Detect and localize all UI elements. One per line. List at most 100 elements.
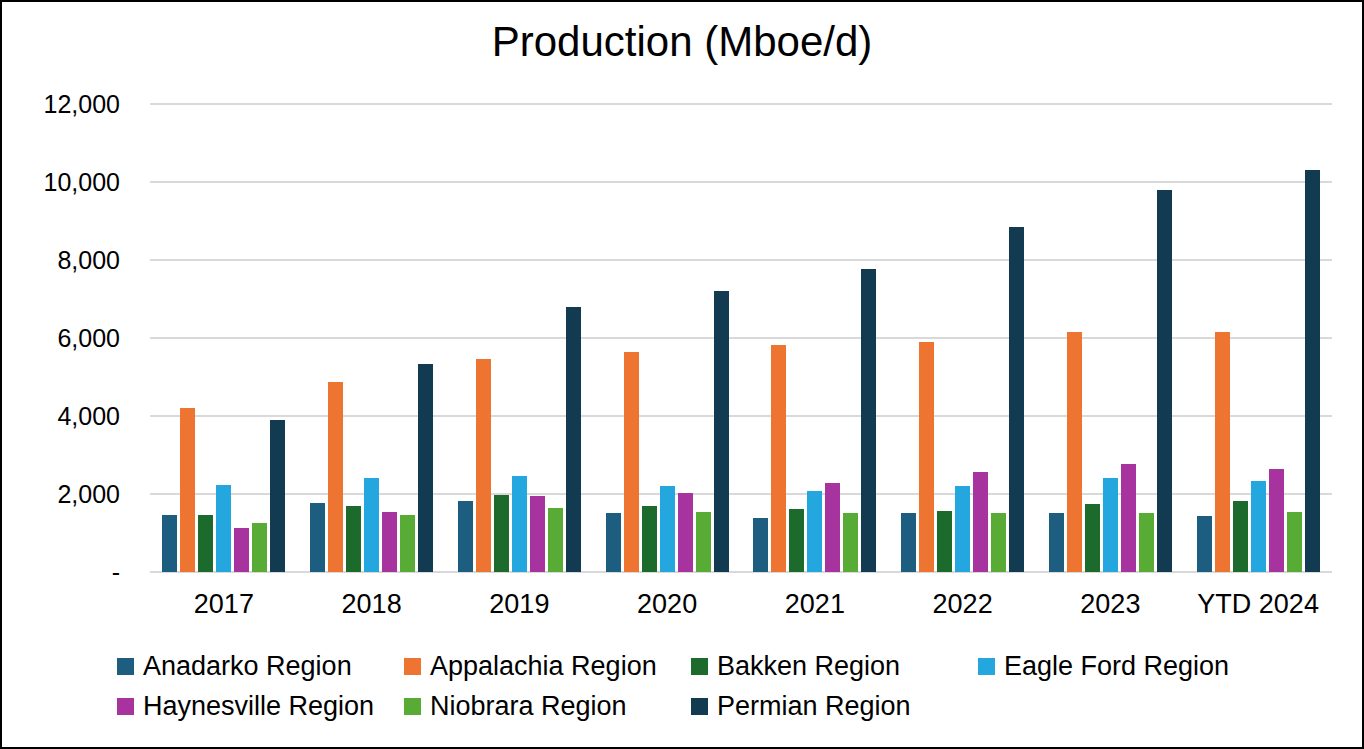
- chart-title: Production (Mboe/d): [2, 18, 1362, 66]
- bar-haynesville-region: [825, 483, 840, 572]
- legend-label: Anadarko Region: [143, 651, 352, 681]
- bar-group: [889, 104, 1037, 572]
- bar-appalachia-region: [476, 359, 491, 572]
- bar-anadarko-region: [1049, 513, 1064, 572]
- bar-anadarko-region: [901, 513, 916, 572]
- legend-row: Anadarko Region Appalachia Region Bakken R…: [117, 646, 1317, 686]
- bar-anadarko-region: [310, 503, 325, 572]
- bar-permian-region: [1157, 190, 1172, 572]
- bar-permian-region: [861, 269, 876, 572]
- bar-appalachia-region: [771, 345, 786, 572]
- legend-swatch-icon: [117, 658, 134, 675]
- bar-group: [446, 104, 594, 572]
- bar-bakken-region: [789, 509, 804, 572]
- y-tick-label: 6,000: [2, 326, 120, 351]
- bar-anadarko-region: [458, 501, 473, 572]
- bar-appalachia-region: [1067, 332, 1082, 572]
- bar-anadarko-region: [753, 518, 768, 572]
- legend-item-niobrara-region: Niobrara Region: [404, 691, 691, 721]
- bar-permian-region: [714, 291, 729, 572]
- bar-bakken-region: [346, 506, 361, 572]
- x-tick-label: 2019: [446, 588, 594, 620]
- bar-permian-region: [1009, 227, 1024, 572]
- bar-niobrara-region: [843, 513, 858, 572]
- legend-swatch-icon: [691, 658, 708, 675]
- bar-anadarko-region: [606, 513, 621, 572]
- y-tick-label: 12,000: [2, 92, 120, 117]
- bar-group: [150, 104, 298, 572]
- y-tick-label: -: [2, 560, 120, 585]
- legend-swatch-icon: [404, 698, 421, 715]
- x-tick-label: 2022: [889, 588, 1037, 620]
- bar-eagle-ford-region: [807, 491, 822, 572]
- bar-haynesville-region: [1269, 469, 1284, 572]
- x-tick-label: YTD 2024: [1184, 588, 1332, 620]
- bar-niobrara-region: [696, 512, 711, 572]
- bar-permian-region: [418, 364, 433, 572]
- legend: Anadarko Region Appalachia Region Bakken R…: [117, 646, 1317, 726]
- bar-bakken-region: [1233, 501, 1248, 572]
- bar-haynesville-region: [973, 472, 988, 572]
- y-axis-labels: -2,0004,0006,0008,00010,00012,000: [2, 104, 120, 572]
- legend-swatch-icon: [978, 658, 995, 675]
- bar-anadarko-region: [162, 515, 177, 572]
- bar-haynesville-region: [678, 493, 693, 572]
- bar-eagle-ford-region: [364, 478, 379, 572]
- bar-eagle-ford-region: [1103, 478, 1118, 572]
- bar-appalachia-region: [180, 408, 195, 572]
- legend-swatch-icon: [117, 698, 134, 715]
- y-tick-label: 4,000: [2, 404, 120, 429]
- x-tick-label: 2017: [150, 588, 298, 620]
- legend-item-bakken-region: Bakken Region: [691, 651, 978, 681]
- bar-niobrara-region: [1139, 513, 1154, 572]
- bar-bakken-region: [642, 506, 657, 572]
- x-tick-label: 2021: [741, 588, 889, 620]
- y-tick-label: 8,000: [2, 248, 120, 273]
- bar-appalachia-region: [328, 382, 343, 572]
- bar-group: [1184, 104, 1332, 572]
- legend-label: Eagle Ford Region: [1004, 651, 1229, 681]
- x-axis-labels: 2017201820192020202120222023YTD 2024: [150, 588, 1332, 620]
- legend-label: Niobrara Region: [430, 691, 627, 721]
- bar-groups: [150, 104, 1332, 572]
- legend-label: Permian Region: [717, 691, 911, 721]
- bar-haynesville-region: [382, 512, 397, 572]
- chart-figure: Production (Mboe/d) - 2,000 4,000 6,000 8,00…: [0, 0, 1364, 749]
- bar-group: [593, 104, 741, 572]
- y-tick-label: 2,000: [2, 482, 120, 507]
- legend-item-anadarko-region: Anadarko Region: [117, 651, 404, 681]
- legend-swatch-icon: [691, 698, 708, 715]
- bar-eagle-ford-region: [216, 485, 231, 572]
- bar-appalachia-region: [624, 352, 639, 572]
- bar-bakken-region: [494, 495, 509, 572]
- legend-label: Appalachia Region: [430, 651, 657, 681]
- bar-haynesville-region: [234, 528, 249, 572]
- legend-item-haynesville-region: Haynesville Region: [117, 691, 404, 721]
- bar-permian-region: [1305, 170, 1320, 572]
- bar-bakken-region: [937, 511, 952, 572]
- bar-niobrara-region: [1287, 512, 1302, 572]
- legend-row: Haynesville Region Niobrara Region Permian…: [117, 686, 1317, 726]
- bar-group: [741, 104, 889, 572]
- bar-niobrara-region: [252, 523, 267, 572]
- bar-niobrara-region: [400, 515, 415, 572]
- bar-appalachia-region: [1215, 332, 1230, 572]
- bar-haynesville-region: [1121, 464, 1136, 572]
- x-tick-label: 2018: [298, 588, 446, 620]
- plot-area: [150, 104, 1332, 572]
- bar-group: [298, 104, 446, 572]
- bar-bakken-region: [1085, 504, 1100, 572]
- y-tick-label: 10,000: [2, 170, 120, 195]
- bar-niobrara-region: [548, 508, 563, 572]
- legend-swatch-icon: [404, 658, 421, 675]
- bar-niobrara-region: [991, 513, 1006, 572]
- legend-item-eagle-ford-region: Eagle Ford Region: [978, 651, 1265, 681]
- legend-label: Bakken Region: [717, 651, 900, 681]
- bar-haynesville-region: [530, 496, 545, 572]
- bar-anadarko-region: [1197, 516, 1212, 572]
- bar-permian-region: [566, 307, 581, 572]
- bar-eagle-ford-region: [955, 486, 970, 572]
- bar-eagle-ford-region: [512, 476, 527, 572]
- bar-appalachia-region: [919, 342, 934, 572]
- legend-item-permian-region: Permian Region: [691, 691, 978, 721]
